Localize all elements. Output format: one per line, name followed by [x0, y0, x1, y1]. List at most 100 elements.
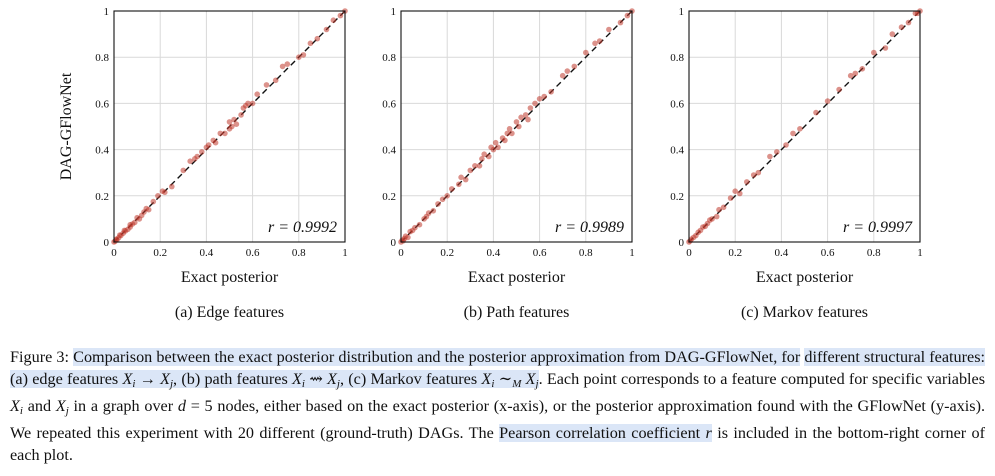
data-point [513, 119, 520, 125]
data-point [467, 167, 474, 174]
data-point [732, 188, 738, 194]
y-tick-label: 0 [679, 237, 685, 249]
data-point [405, 234, 411, 241]
y-tick-label: 0.8 [382, 52, 396, 64]
y-tick-label: 1 [104, 6, 110, 18]
data-point [187, 158, 193, 164]
panel-markov-features: 0 0.2 0.4 0.6 0.8 1 0 0.2 0.4 0.6 0.8 1 r = 0.9997 Ex… [670, 6, 923, 321]
data-point [314, 35, 321, 42]
data-point [532, 100, 538, 107]
figure-caption: Figure 3: Comparison between the exact p… [10, 348, 986, 464]
data-point [882, 45, 889, 51]
subfigure-caption: (b) Path features [464, 304, 570, 321]
data-point [847, 72, 854, 79]
data-point [481, 151, 488, 157]
data-point [479, 156, 485, 162]
data-point [444, 193, 451, 199]
data-point [506, 126, 513, 132]
x-tick-label: 0 [686, 247, 692, 259]
y-tick-label: 0.6 [670, 98, 684, 110]
data-point [284, 61, 291, 67]
x-axis-label: Exact posterior [468, 269, 566, 286]
data-point [462, 176, 469, 183]
data-point [150, 198, 157, 205]
data-point [132, 219, 138, 226]
data-point [233, 121, 240, 127]
data-point [416, 221, 423, 228]
data-point [238, 112, 244, 118]
data-point [914, 10, 921, 17]
data-point [217, 130, 224, 137]
data-point [490, 146, 497, 153]
data-point [713, 213, 720, 220]
y-tick-label: 0.6 [95, 98, 109, 110]
data-point [836, 86, 842, 93]
data-point [905, 19, 912, 26]
panel-edge-features: 0 0.2 0.4 0.6 0.8 1 0 0.2 0.4 0.6 0.8 1 r = 0.9992 Ex… [58, 6, 348, 321]
data-point [624, 12, 631, 19]
data-point [456, 181, 462, 188]
x-tick-label: 0.2 [153, 247, 167, 259]
data-point [720, 204, 727, 211]
data-point [458, 174, 464, 181]
data-point [205, 142, 212, 148]
data-point [541, 93, 547, 100]
x-tick-label: 0.6 [533, 247, 547, 259]
data-point [155, 193, 161, 199]
data-point [492, 139, 499, 146]
data-point [617, 19, 624, 26]
data-point [439, 196, 446, 203]
data-point [212, 139, 219, 146]
y-tick-label: 0.4 [95, 145, 109, 157]
data-point [571, 63, 578, 70]
x-tick-label: 0.8 [292, 247, 306, 259]
data-point [180, 167, 187, 174]
panel-path-features: 0 0.2 0.4 0.6 0.8 1 0 0.2 0.4 0.6 0.8 1 r = 0.9989 Ex… [382, 6, 635, 321]
data-point [486, 153, 492, 160]
x-tick-label: 0.4 [487, 247, 501, 259]
data-point [307, 40, 314, 47]
data-point [559, 72, 566, 79]
data-point [296, 54, 302, 60]
data-point [337, 12, 344, 19]
y-tick-label: 0 [391, 237, 397, 249]
x-tick-label: 0 [398, 247, 404, 259]
pearson-r-label: r = 0.9989 [555, 219, 624, 236]
pearson-r-label: r = 0.9992 [268, 219, 337, 236]
data-point [824, 98, 831, 104]
x-tick-label: 0 [111, 247, 117, 259]
data-point [596, 38, 603, 44]
data-point [476, 163, 483, 169]
data-point [127, 224, 133, 230]
data-point [859, 66, 866, 72]
x-tick-label: 0.6 [246, 247, 260, 259]
y-tick-label: 0.2 [95, 191, 109, 203]
data-point [435, 201, 441, 207]
data-point [889, 31, 896, 37]
x-axis-label: Exact posterior [756, 269, 854, 286]
data-point [813, 109, 819, 116]
data-point [767, 153, 773, 160]
data-point [518, 114, 524, 121]
data-point [790, 130, 796, 137]
data-point [502, 137, 508, 144]
plot-frame [400, 10, 633, 243]
data-point [263, 82, 270, 88]
data-point [472, 163, 478, 169]
y-tick-label: 0.8 [95, 52, 109, 64]
data-point [245, 100, 251, 107]
data-point [525, 116, 531, 123]
caption-highlight-3: Pearson correlation coefficient r [499, 424, 712, 442]
data-point [145, 206, 152, 213]
data-point [222, 130, 228, 137]
x-tick-label: 1 [629, 247, 635, 259]
data-point [423, 213, 430, 220]
x-tick-label: 0.6 [821, 247, 835, 259]
data-point [737, 190, 743, 197]
data-point [527, 105, 534, 111]
y-tick-label: 0.8 [670, 52, 684, 64]
data-point [716, 206, 722, 213]
y-tick-label: 0.4 [382, 145, 396, 157]
x-tick-label: 0.4 [775, 247, 789, 259]
x-tick-label: 0.2 [440, 247, 454, 259]
